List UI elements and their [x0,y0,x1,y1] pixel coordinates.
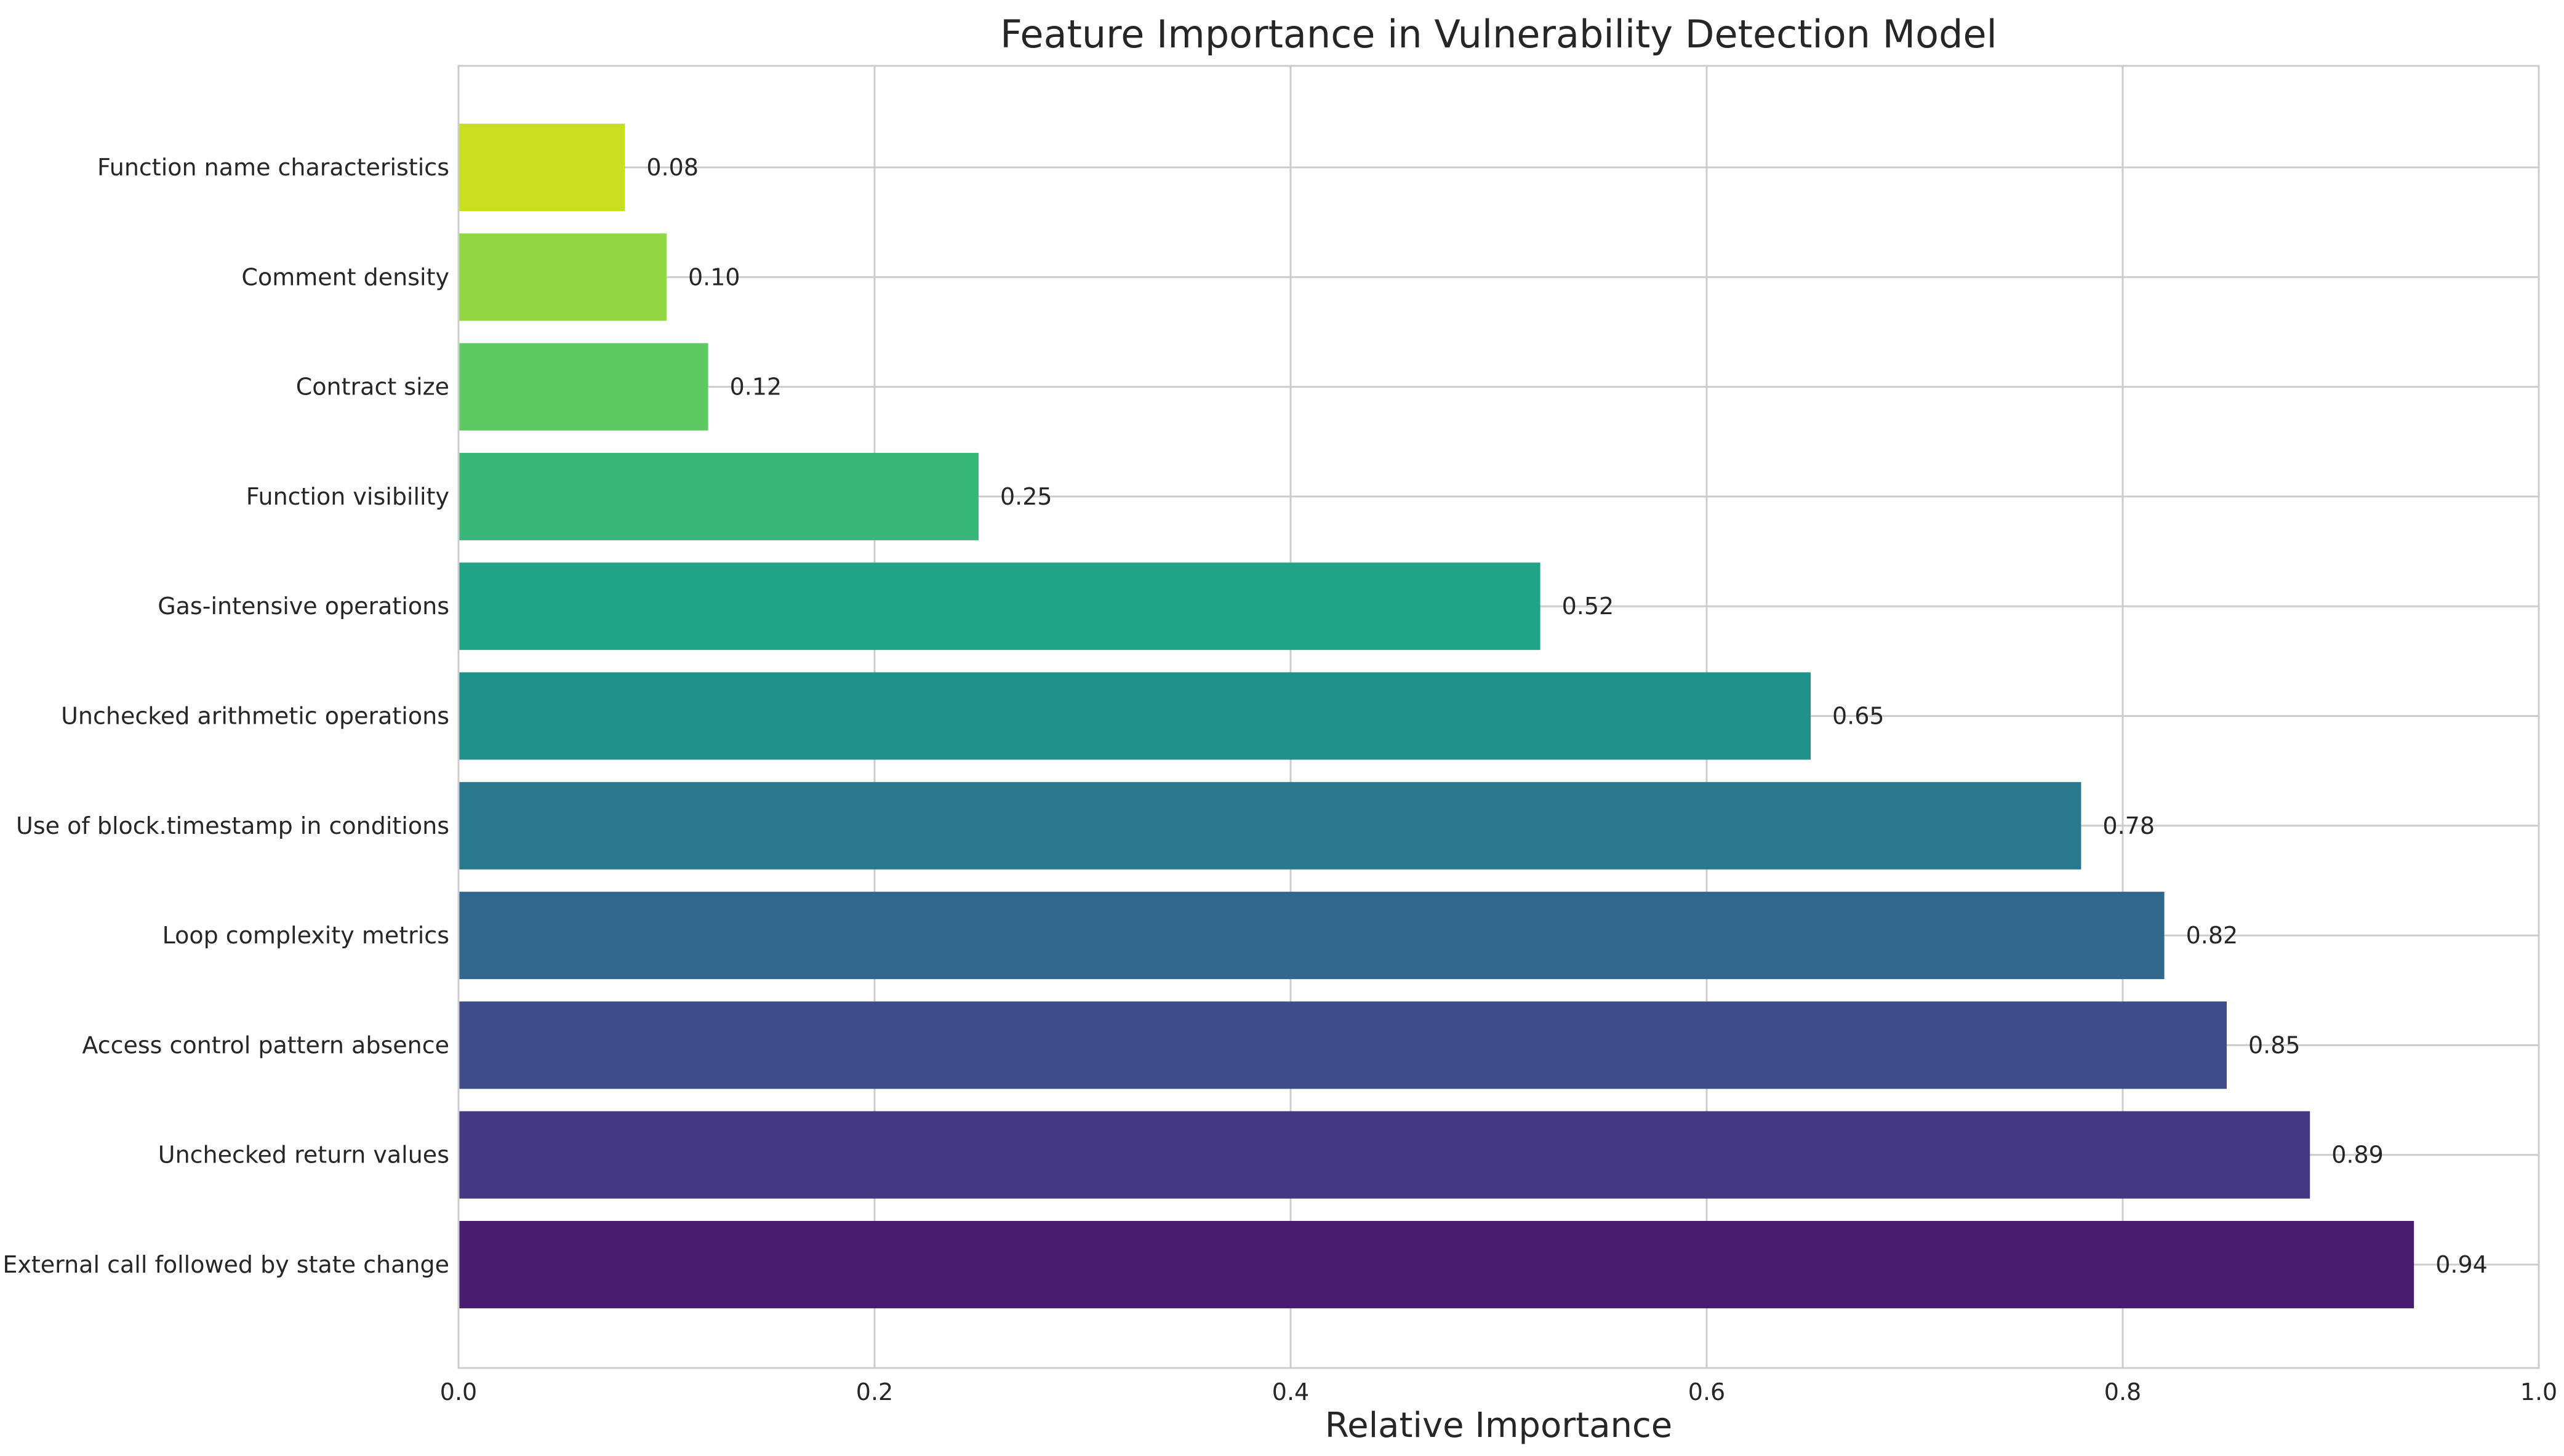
bar-value-label: 0.25 [1000,483,1052,510]
bar [459,672,1811,760]
bar [459,562,1540,650]
chart-title: Feature Importance in Vulnerability Dete… [1000,12,1997,57]
bar-value-label: 0.78 [2102,812,2155,839]
y-tick-label: External call followed by state change [2,1251,449,1278]
bar [459,1221,2414,1308]
bar [459,124,625,211]
bar-value-label: 0.52 [1562,593,1614,620]
bar-value-label: 0.94 [2435,1251,2488,1278]
bar-value-label: 0.08 [646,154,699,181]
bar-value-label: 0.10 [688,263,740,290]
x-tick-label: 1.0 [2520,1378,2557,1406]
y-tick-label: Unchecked return values [158,1142,449,1169]
bar-value-label: 0.65 [1832,703,1885,730]
bar [459,892,2165,980]
x-tick-labels: 0.0 0.2 0.4 0.6 0.8 1.0 [440,1378,2557,1406]
bar-value-label: 0.85 [2248,1031,2301,1058]
x-axis-label: Relative Importance [1325,1406,1673,1446]
y-tick-label: Access control pattern absence [82,1031,449,1058]
x-tick-label: 0.0 [440,1378,477,1406]
y-tick-label: Loop complexity metrics [162,922,449,949]
bars [459,124,2414,1308]
y-tick-label: Unchecked arithmetic operations [61,703,449,730]
y-tick-label: Function visibility [246,483,449,510]
bar-value-label: 0.89 [2331,1142,2384,1169]
x-tick-label: 0.6 [1688,1378,1725,1406]
x-tick-label: 0.8 [2104,1378,2141,1406]
x-tick-label: 0.4 [1272,1378,1309,1406]
y-tick-label: Contract size [296,374,449,401]
y-tick-label: Use of block.timestamp in conditions [16,812,449,839]
bar [459,1001,2227,1089]
plot-frame [457,65,2540,1369]
value-labels: 0.94 0.89 0.85 0.82 0.78 0.65 0.52 0.25 0.12 0.10… [646,154,2487,1278]
bar-value-label: 0.12 [730,374,782,401]
y-tick-label: Comment density [241,263,449,290]
y-tick-label: Function name characteristics [97,154,449,181]
y-tick-label: Gas-intensive operations [158,593,449,620]
bar [459,782,2081,870]
bar [459,452,979,540]
bar [459,343,708,431]
x-tick-label: 0.2 [856,1378,893,1406]
y-tick-labels: External call followed by state change Un… [2,154,449,1278]
bar [459,233,667,321]
bar-value-label: 0.82 [2186,922,2238,949]
bar [459,1111,2310,1199]
